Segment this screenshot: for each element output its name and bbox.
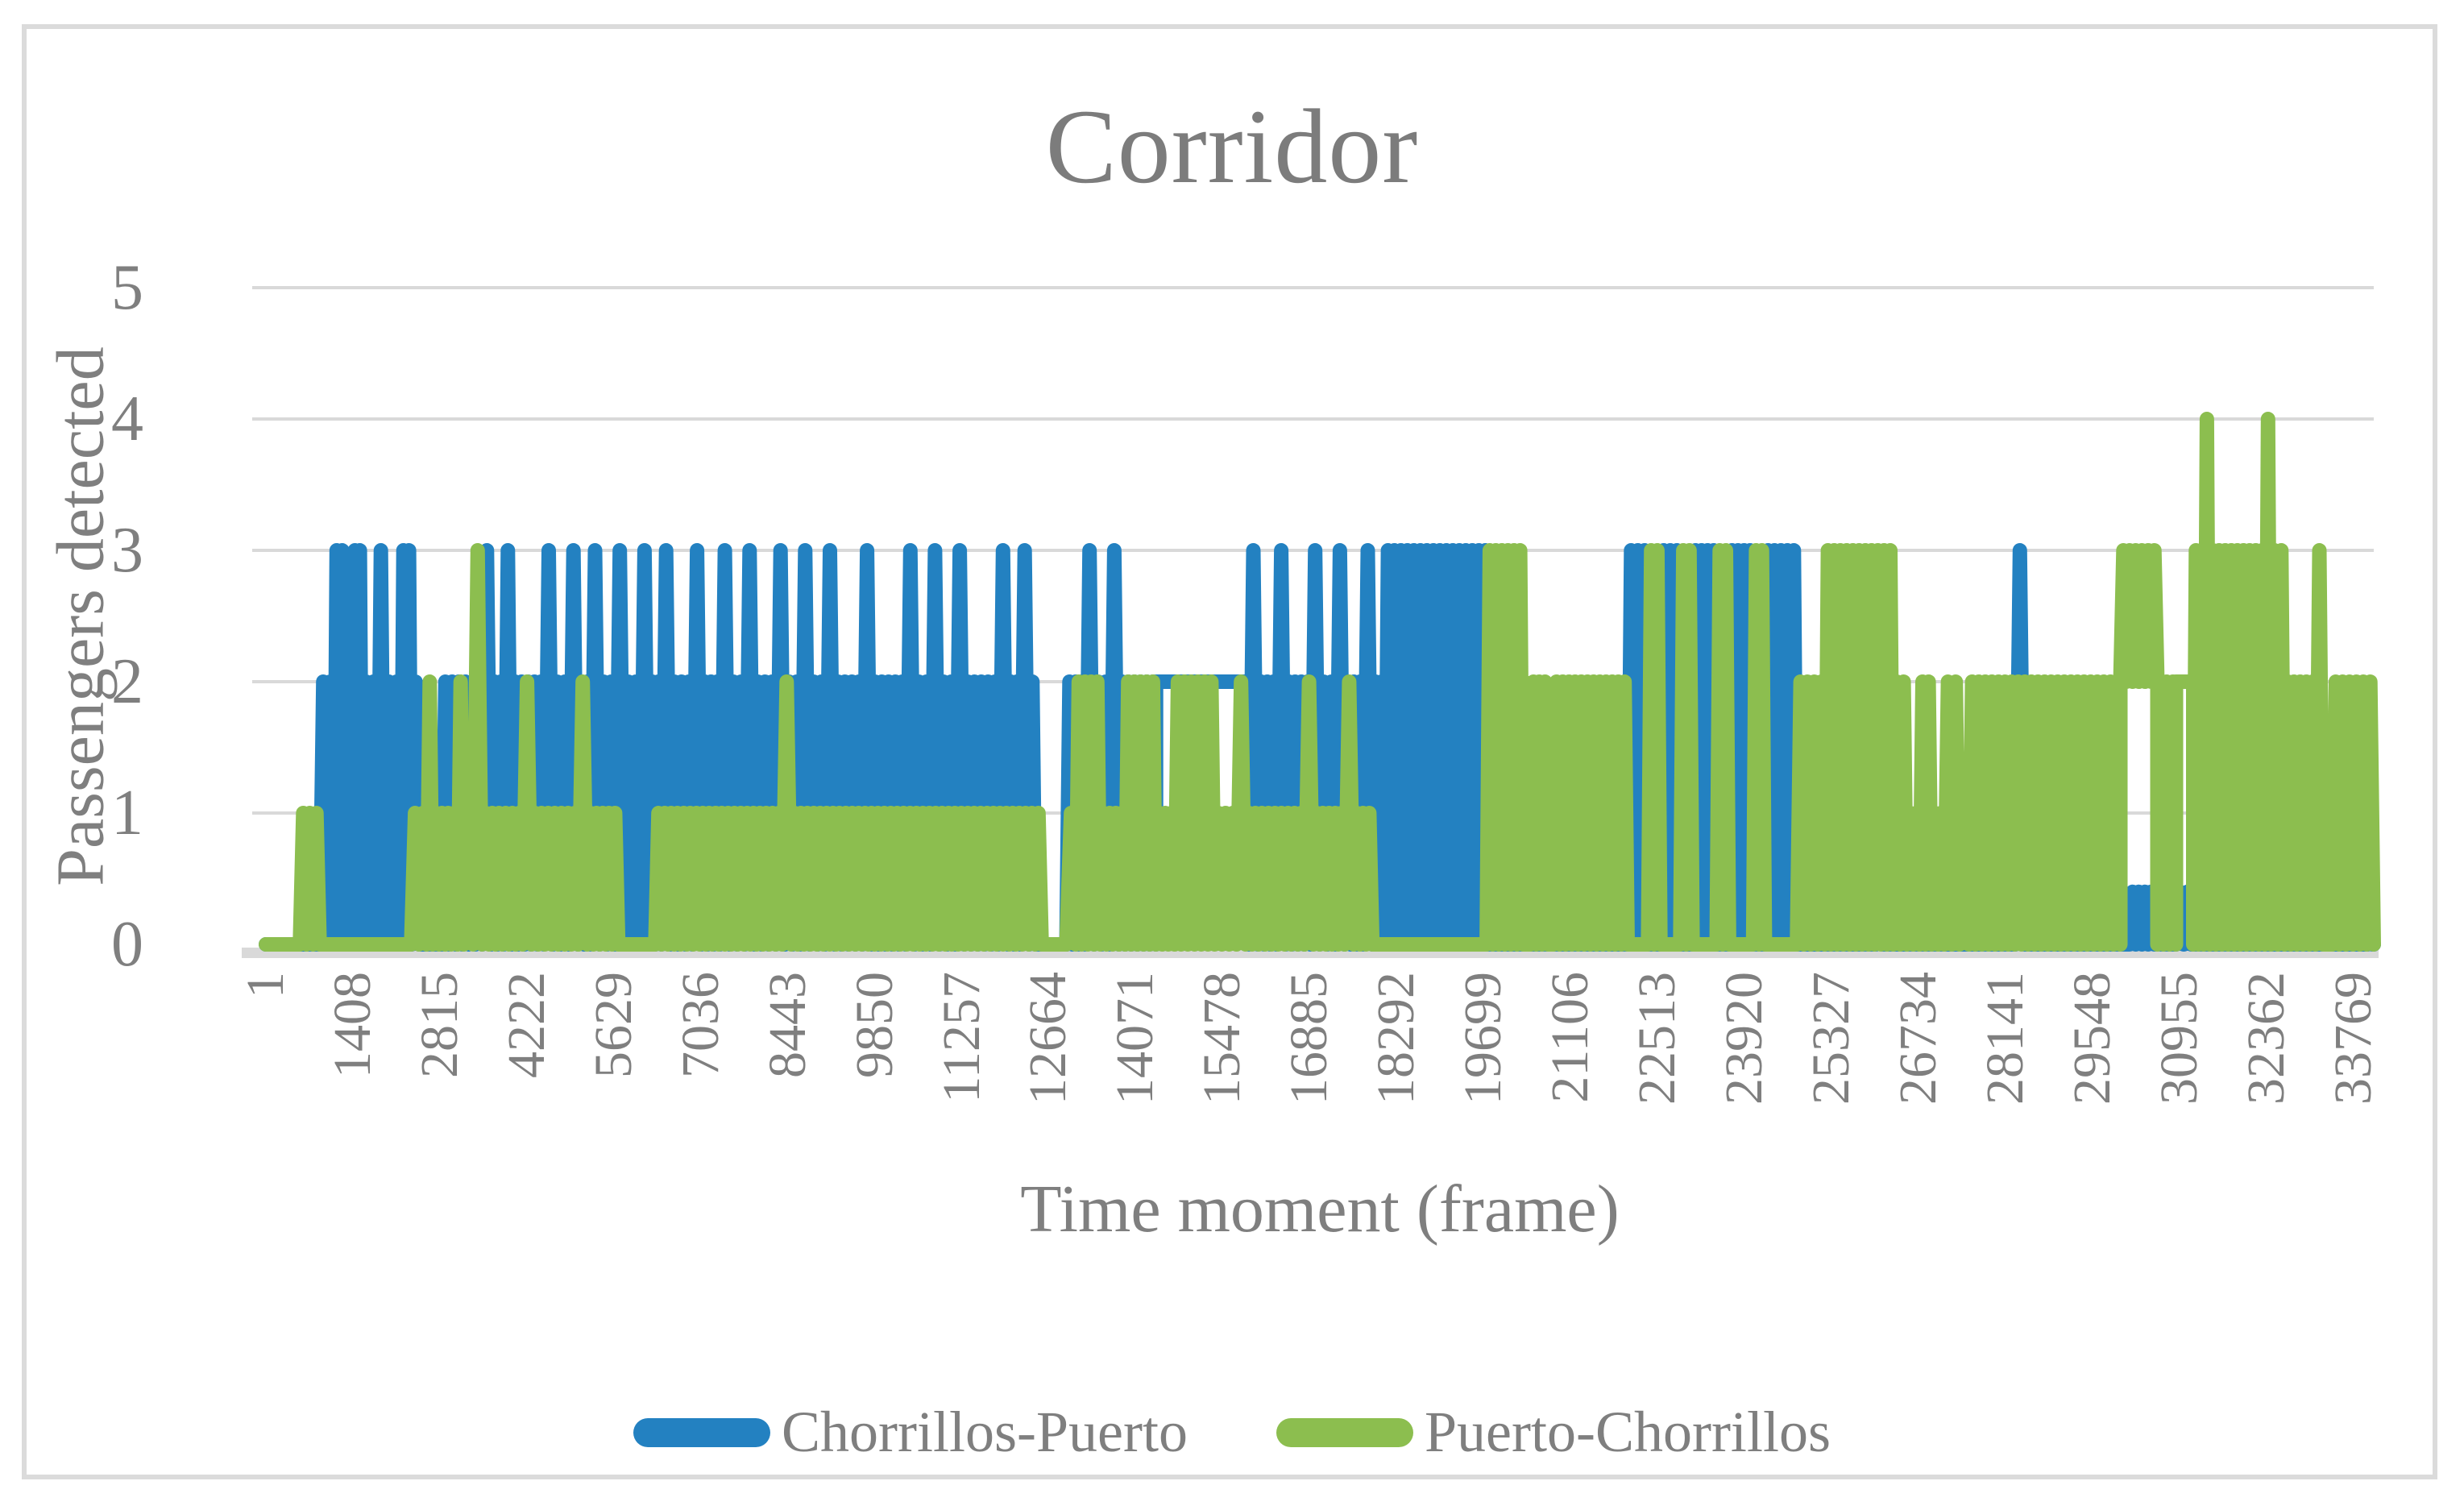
x-tick-label-19699: 19699 (1454, 972, 1513, 1105)
y-tick-label-0: 0 (111, 909, 143, 980)
y-axis-title: Passengers detected (43, 346, 118, 886)
x-tick-label-15478: 15478 (1193, 972, 1252, 1105)
y-tick-label-4: 4 (111, 384, 143, 454)
x-tick-label-25327: 25327 (1801, 972, 1860, 1105)
x-tick-label-28141: 28141 (1975, 972, 2035, 1105)
legend-item-chorrillos-puerto: Chorrillos-Puerto (633, 1399, 1188, 1466)
y-tick-label-5: 5 (111, 252, 143, 323)
x-tick-label-11257: 11257 (931, 972, 991, 1103)
x-tick-label-8443: 8443 (757, 972, 817, 1078)
x-tick-label-12664: 12664 (1018, 972, 1078, 1105)
x-tick-label-7036: 7036 (670, 972, 730, 1078)
x-axis-title: Time moment (frame) (1020, 1172, 1620, 1247)
x-tick-label-18292: 18292 (1367, 972, 1426, 1105)
x-tick-label-1408: 1408 (322, 972, 382, 1078)
legend-swatch-blue (633, 1417, 771, 1447)
y-tick-label-1: 1 (111, 778, 143, 848)
x-tick-label-9850: 9850 (844, 972, 904, 1078)
series-line-puerto-chorrillos (259, 412, 2381, 952)
legend-label-chorrillos-puerto: Chorrillos-Puerto (782, 1400, 1188, 1464)
legend-item-puerto-chorrillos: Puerto-Chorrillos (1276, 1399, 1831, 1466)
y-tick-label-3: 3 (111, 515, 143, 586)
legend-label-puerto-chorrillos: Puerto-Chorrillos (1425, 1400, 1831, 1464)
x-tick-label-14071: 14071 (1105, 972, 1165, 1105)
legend-swatch-green (1276, 1417, 1413, 1447)
x-tick-label-26734: 26734 (1888, 972, 1948, 1105)
y-tick-label-2: 2 (111, 646, 143, 717)
x-tick-label-5629: 5629 (583, 972, 643, 1078)
x-tick-label-2815: 2815 (409, 972, 469, 1078)
x-tick-label-33769: 33769 (2323, 972, 2383, 1105)
chart-title: Corridor (1045, 87, 1419, 205)
legend: Chorrillos-Puerto Puerto-Chorrillos (0, 1399, 2464, 1466)
x-tick-label-29548: 29548 (2062, 972, 2122, 1105)
x-tick-label-22513: 22513 (1628, 972, 1687, 1105)
figure-border (22, 24, 2437, 1479)
x-tick-label-30955: 30955 (2149, 972, 2209, 1105)
x-tick-label-4222: 4222 (496, 972, 556, 1078)
x-tick-label-1: 1 (236, 972, 295, 998)
x-tick-label-32362: 32362 (2236, 972, 2296, 1105)
x-tick-label-16885: 16885 (1280, 972, 1339, 1105)
x-tick-label-23920: 23920 (1714, 972, 1773, 1105)
x-tick-label-21106: 21106 (1541, 972, 1600, 1103)
